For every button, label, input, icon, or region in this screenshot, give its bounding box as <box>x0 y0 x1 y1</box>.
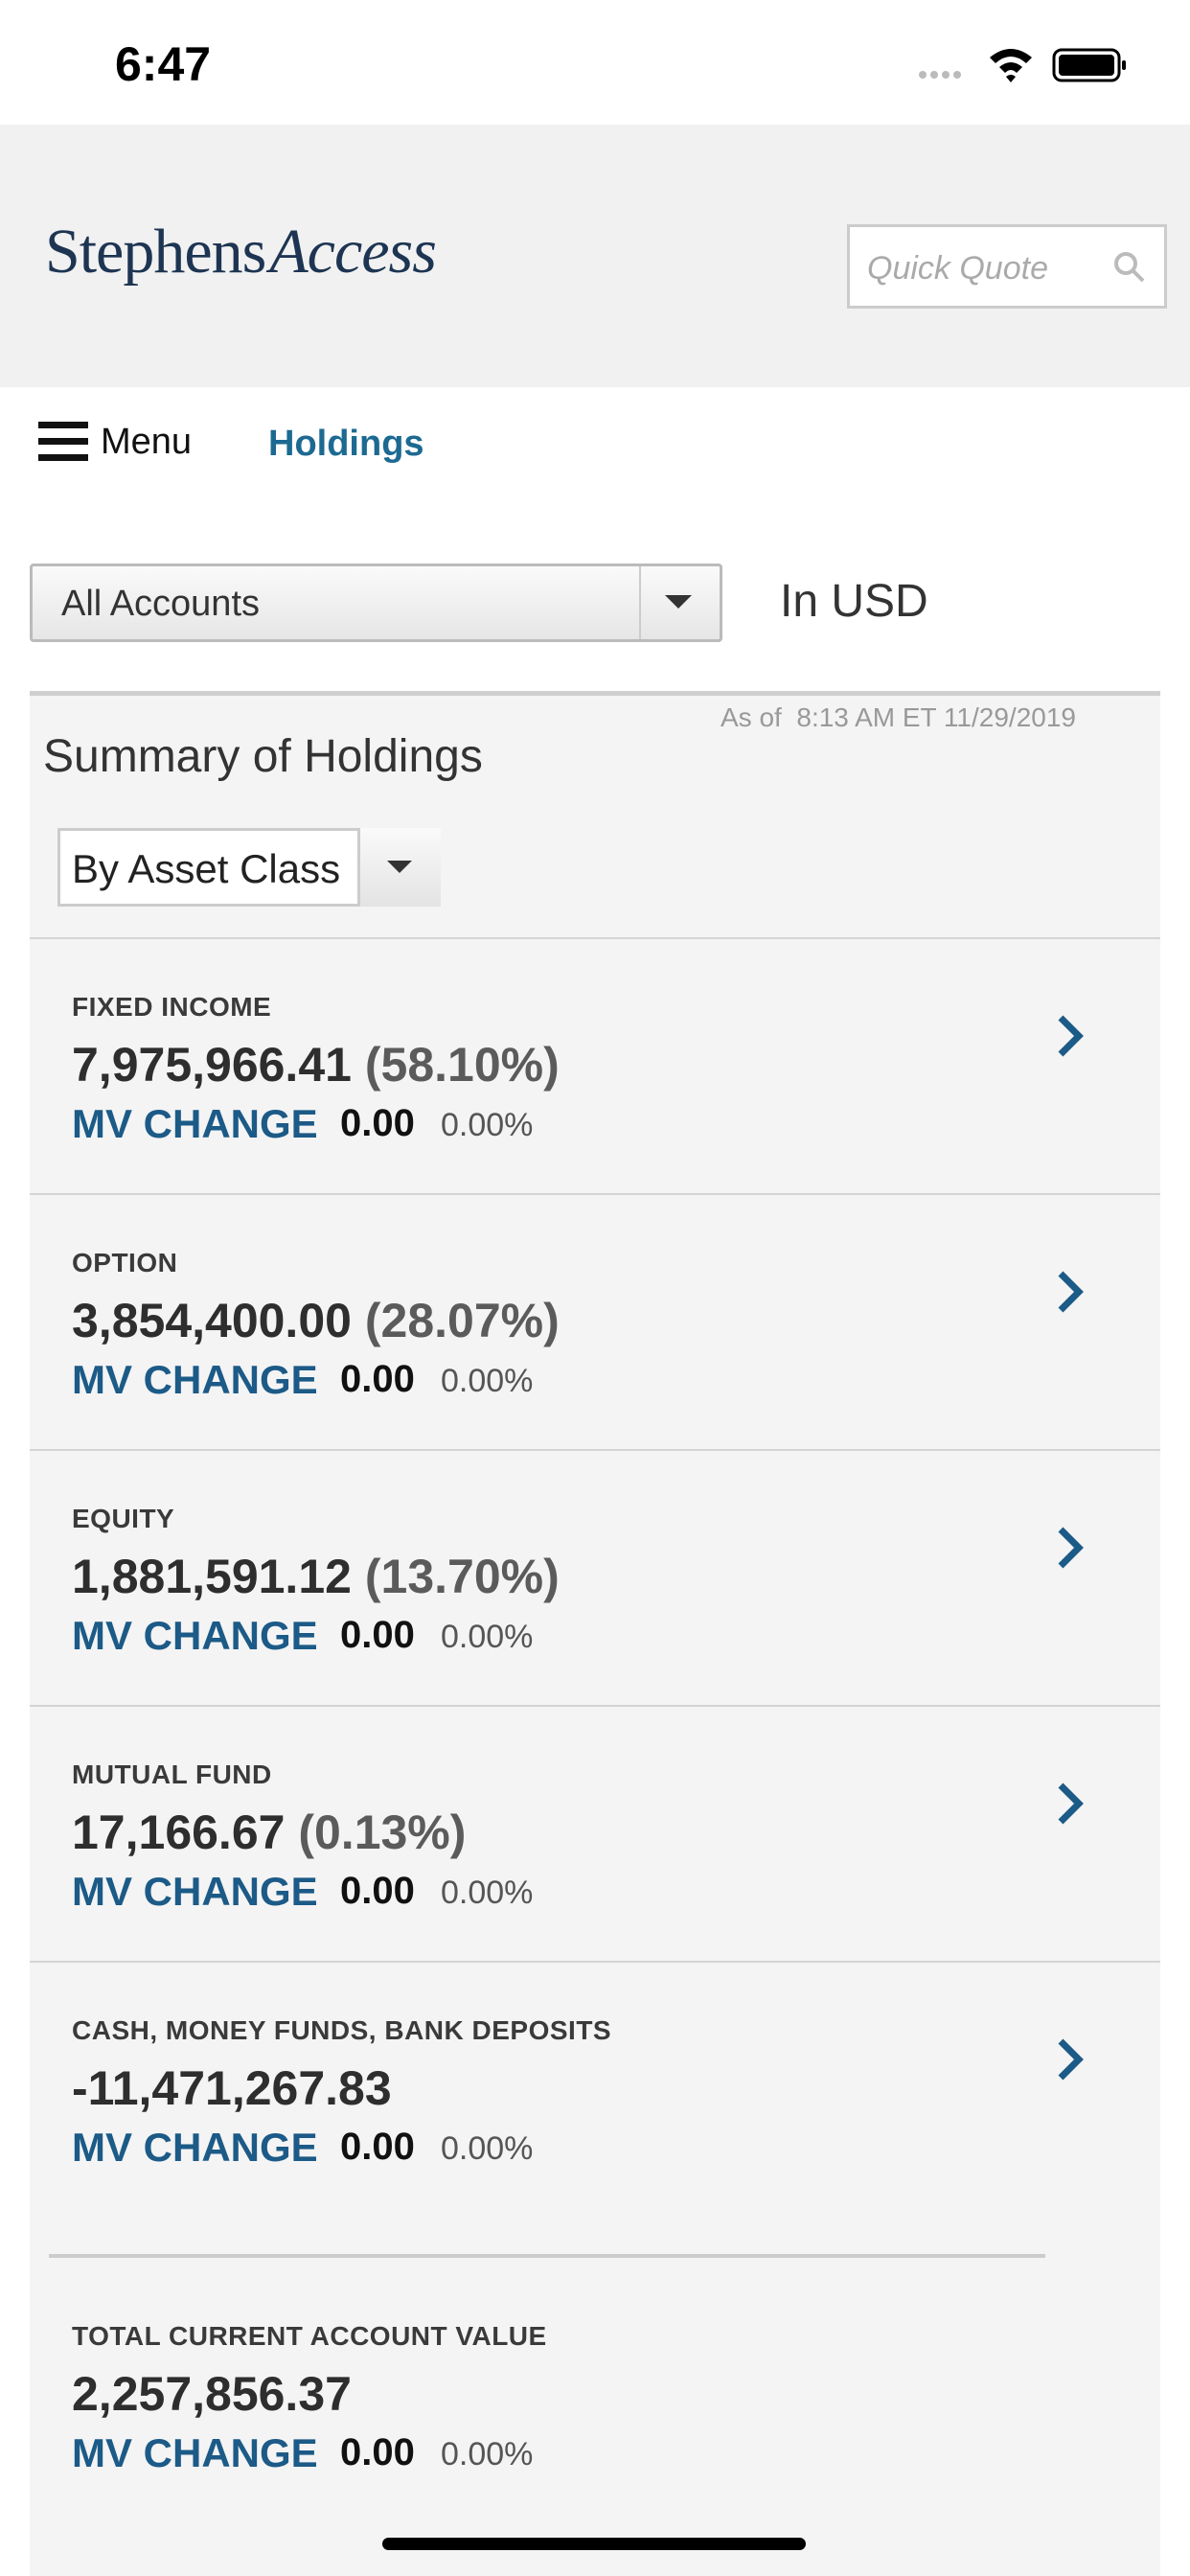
mv-value: 0.00 <box>340 1358 415 1400</box>
status-icons <box>919 48 1126 82</box>
asset-amount: -11,471,267.83 <box>72 2061 392 2115</box>
asset-value: 3,854,400.00 (28.07%) <box>72 1293 560 1348</box>
asset-percent: (13.70%) <box>364 1550 560 1603</box>
dropdown-arrow <box>387 861 412 873</box>
mv-value: 0.00 <box>340 2431 415 2473</box>
mv-label: MV CHANGE <box>72 1357 318 1402</box>
total-separator <box>49 2254 1045 2258</box>
header: StephensAccess Quick Quote <box>0 125 1190 387</box>
asset-label: TOTAL CURRENT ACCOUNT VALUE <box>72 2321 547 2351</box>
mv-value: 0.00 <box>340 2126 415 2168</box>
asset-value: -11,471,267.83 <box>72 2060 392 2116</box>
brand: StephensAccess <box>45 216 437 288</box>
group-select[interactable]: By Asset Class <box>57 828 441 907</box>
search-placeholder: Quick Quote <box>867 250 1048 287</box>
group-dropdown <box>357 828 441 907</box>
home-indicator <box>382 2538 806 2550</box>
mv-percent: 0.00% <box>441 1363 534 1399</box>
mv-percent: 0.00% <box>441 2130 534 2167</box>
row-divider <box>30 1961 1160 1963</box>
mv-label: MV CHANGE <box>72 2125 318 2170</box>
row-divider <box>30 1705 1160 1707</box>
mv-label: MV CHANGE <box>72 2430 318 2475</box>
mv-percent: 0.00% <box>441 1107 534 1143</box>
row-chevron[interactable] <box>1056 1526 1085 1570</box>
mv-percent: 0.00% <box>441 2436 534 2472</box>
clock: 6:47 <box>115 37 212 91</box>
mv-label: MV CHANGE <box>72 1869 318 1914</box>
row-chevron[interactable] <box>1056 1270 1085 1314</box>
account-label: All Accounts <box>61 584 260 624</box>
currency: In USD <box>780 576 928 627</box>
asset-amount: 1,881,591.12 <box>72 1550 352 1603</box>
select-divider <box>639 566 641 639</box>
status-bar: 6:47 <box>0 0 1190 125</box>
asset-label: EQUITY <box>72 1504 175 1533</box>
brand-sub: Access <box>269 217 437 287</box>
asset-label: CASH, MONEY FUNDS, BANK DEPOSITS <box>72 2015 612 2045</box>
asset-amount: 3,854,400.00 <box>72 1294 352 1347</box>
summary-title: Summary of Holdings <box>43 731 483 782</box>
asset-value: 7,975,966.41 (58.10%) <box>72 1037 560 1092</box>
mv-value: 0.00 <box>340 1614 415 1656</box>
group-label: By Asset Class <box>72 846 341 891</box>
summary-panel <box>30 691 1160 2576</box>
dropdown-arrow <box>665 595 692 609</box>
asset-percent: (0.13%) <box>298 1806 467 1859</box>
row-divider <box>30 1449 1160 1451</box>
quick-quote[interactable]: Quick Quote <box>847 224 1167 309</box>
nav-bar: Menu Holdings <box>0 387 1190 502</box>
asset-value: 1,881,591.12 (13.70%) <box>72 1549 560 1604</box>
asset-label: OPTION <box>72 1248 178 1277</box>
asset-label: MUTUAL FUND <box>72 1760 272 1789</box>
account-select[interactable]: All Accounts <box>30 564 722 642</box>
menu-label[interactable]: Menu <box>101 422 193 462</box>
nav-holdings[interactable]: Holdings <box>268 424 424 464</box>
asset-percent: (58.10%) <box>364 1038 560 1092</box>
asset-value: 17,166.67 (0.13%) <box>72 1805 466 1860</box>
menu-icon[interactable] <box>38 420 88 464</box>
asset-amount: 2,257,856.37 <box>72 2367 352 2421</box>
mv-label: MV CHANGE <box>72 1101 318 1146</box>
row-chevron[interactable] <box>1056 2037 1085 2082</box>
asset-percent: (28.07%) <box>364 1294 560 1347</box>
mv-percent: 0.00% <box>441 1874 534 1911</box>
mv-percent: 0.00% <box>441 1619 534 1655</box>
row-chevron[interactable] <box>1056 1782 1085 1826</box>
asset-label: FIXED INCOME <box>72 992 272 1022</box>
row-divider <box>30 1193 1160 1195</box>
search-icon <box>1114 252 1145 283</box>
asset-amount: 17,166.67 <box>72 1806 286 1859</box>
mv-label: MV CHANGE <box>72 1613 318 1658</box>
as-of: As of 8:13 AM ET 11/29/2019 <box>721 702 1076 732</box>
row-divider <box>30 937 1160 939</box>
asset-amount: 7,975,966.41 <box>72 1038 352 1092</box>
mv-value: 0.00 <box>340 1102 415 1144</box>
brand-main: Stephens <box>45 217 266 287</box>
mv-value: 0.00 <box>340 1870 415 1912</box>
asset-value: 2,257,856.37 <box>72 2366 352 2422</box>
row-chevron[interactable] <box>1056 1014 1085 1058</box>
